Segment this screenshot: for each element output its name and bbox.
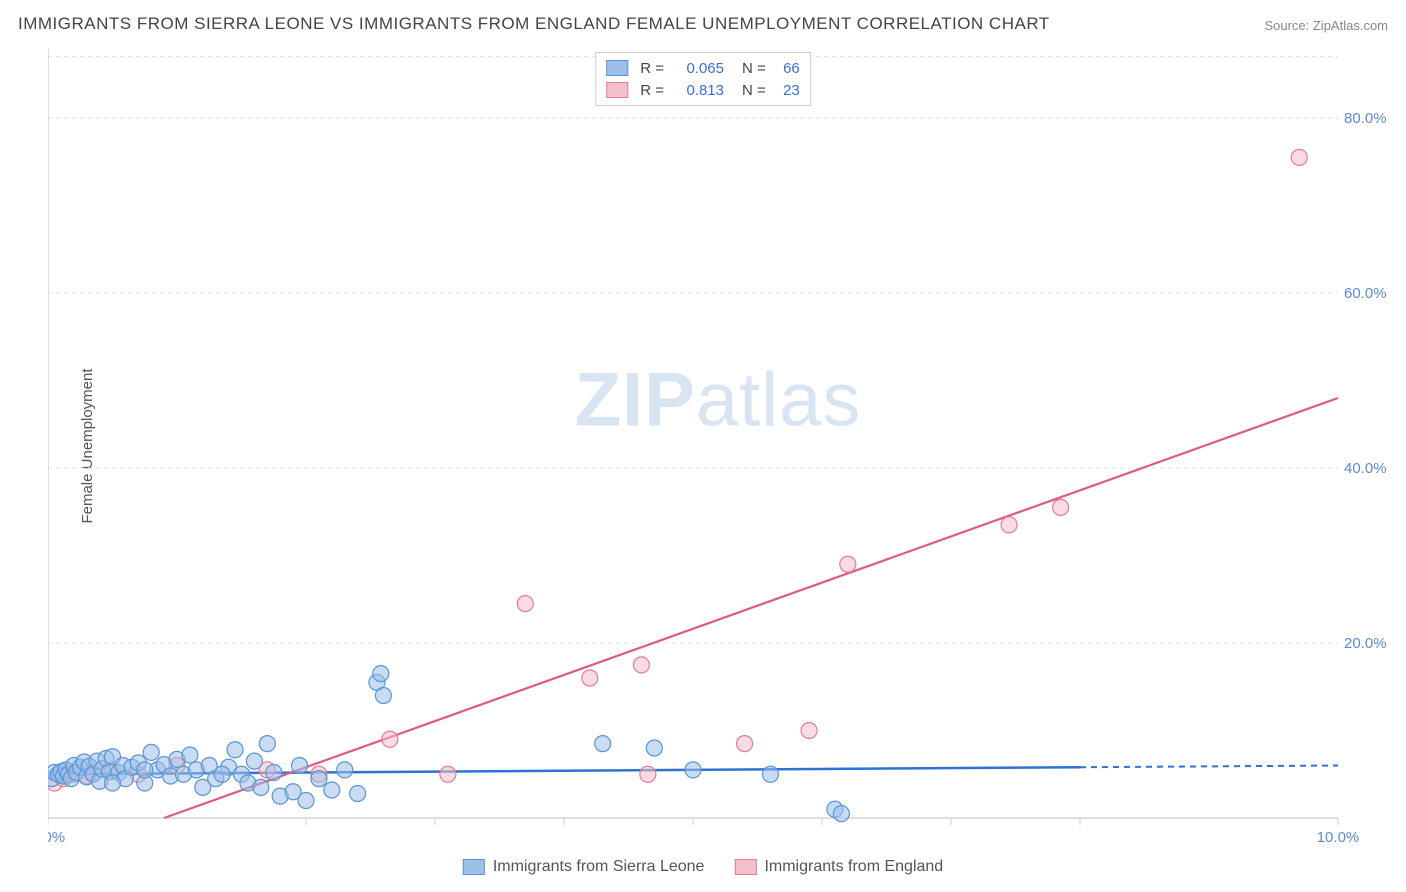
r-value: 0.813 [672, 82, 724, 99]
swatch-blue [606, 60, 628, 76]
r-label: R = [640, 60, 664, 77]
swatch-blue [463, 859, 485, 875]
svg-text:60.0%: 60.0% [1344, 285, 1387, 302]
n-value: 23 [774, 82, 800, 99]
svg-text:20.0%: 20.0% [1344, 635, 1387, 652]
legend-row-sierra-leone: R = 0.065 N = 66 [606, 57, 800, 79]
svg-text:10.0%: 10.0% [1317, 829, 1360, 846]
swatch-pink [734, 859, 756, 875]
svg-text:80.0%: 80.0% [1344, 110, 1387, 127]
chart-title: IMMIGRANTS FROM SIERRA LEONE VS IMMIGRAN… [18, 14, 1050, 34]
source-attribution: Source: ZipAtlas.com [1264, 18, 1388, 33]
r-label: R = [640, 82, 664, 99]
scatter-plot: 0.0%10.0%20.0%40.0%60.0%80.0% ZIPatlas [48, 48, 1388, 848]
chart-svg: 0.0% 10.0% 20.0% 40.0% 60.0% 80.0% [48, 48, 1388, 848]
svg-text:40.0%: 40.0% [1344, 460, 1387, 477]
n-value: 66 [774, 60, 800, 77]
n-label: N = [742, 60, 766, 77]
series-legend: Immigrants from Sierra Leone Immigrants … [463, 858, 943, 876]
legend-row-england: R = 0.813 N = 23 [606, 79, 800, 101]
legend-label: Immigrants from Sierra Leone [493, 858, 705, 876]
svg-text:0.0%: 0.0% [48, 829, 65, 846]
legend-item-sierra-leone: Immigrants from Sierra Leone [463, 858, 705, 876]
legend-item-england: Immigrants from England [734, 858, 943, 876]
r-value: 0.065 [672, 60, 724, 77]
swatch-pink [606, 82, 628, 98]
legend-label: Immigrants from England [764, 858, 943, 876]
correlation-legend: R = 0.065 N = 66 R = 0.813 N = 23 [595, 52, 811, 106]
n-label: N = [742, 82, 766, 99]
